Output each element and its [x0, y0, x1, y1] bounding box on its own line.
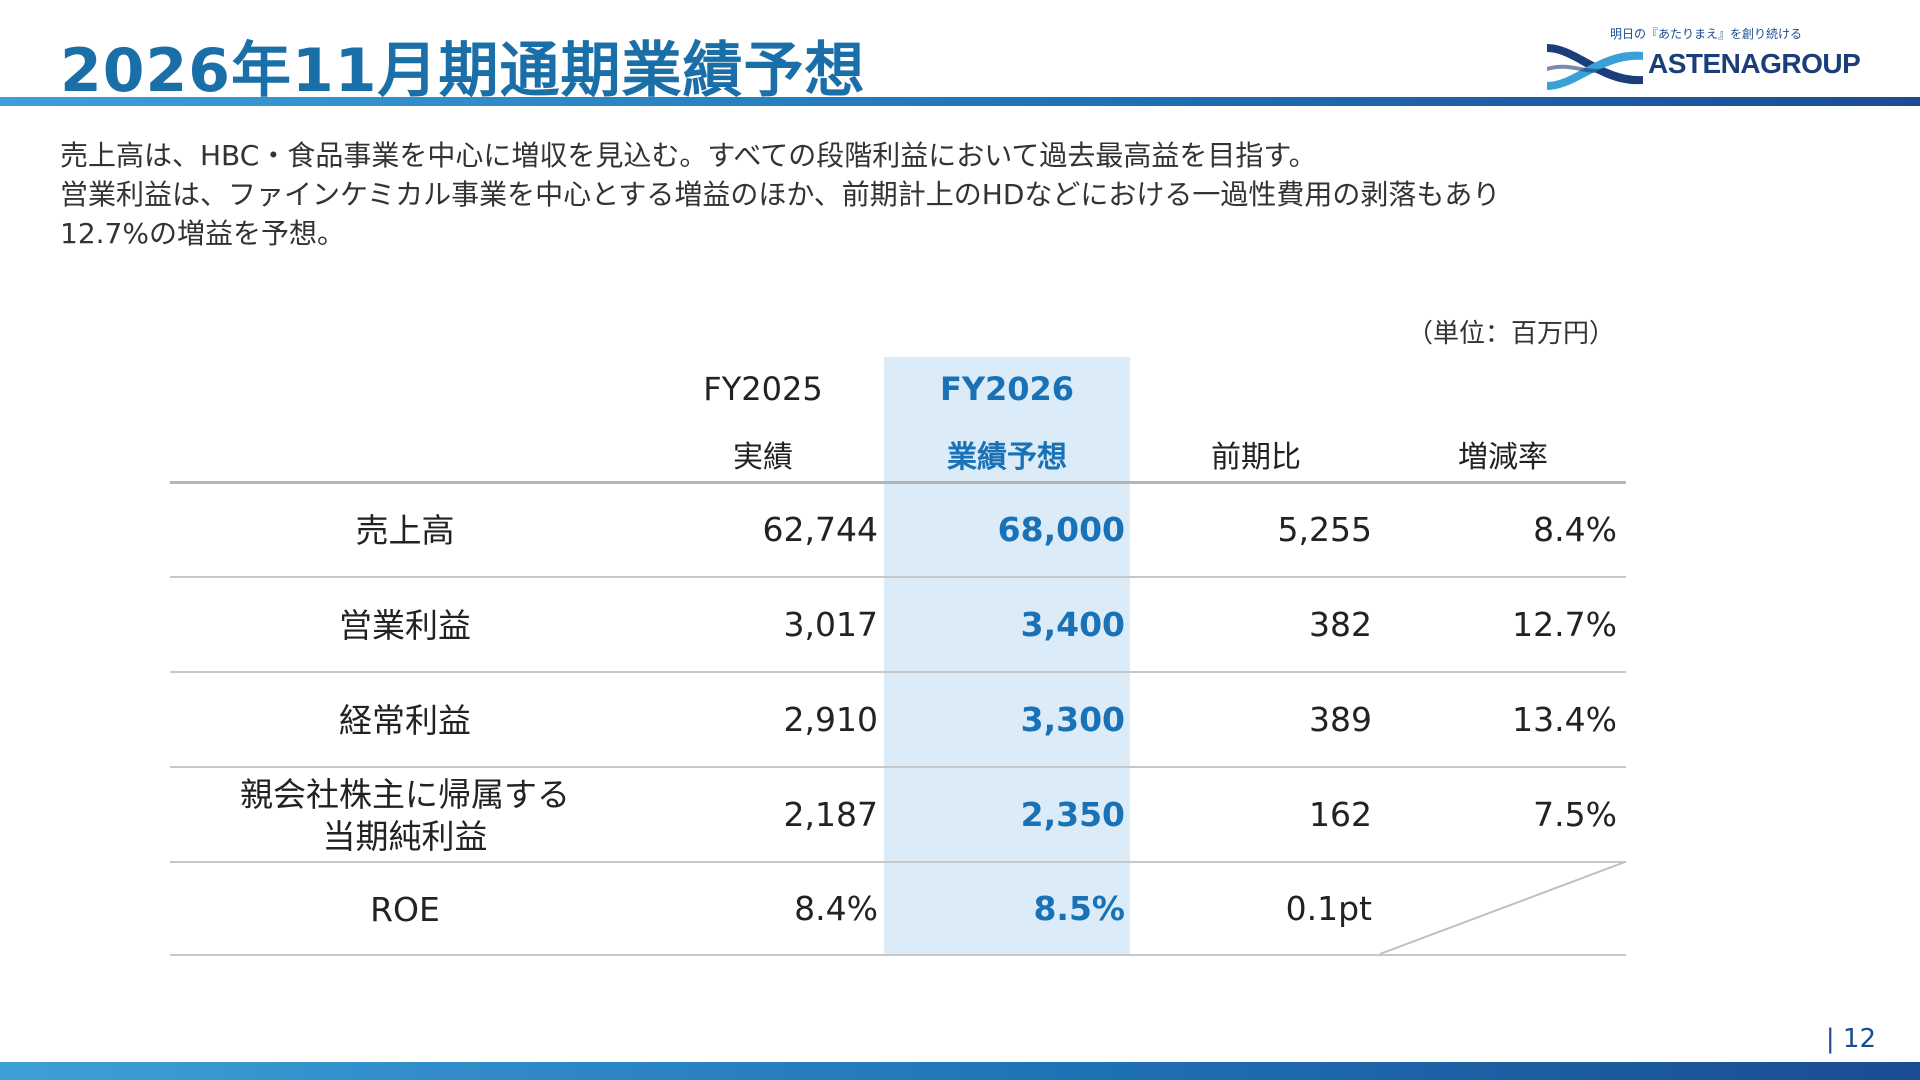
- row-label-operating-profit: 営業利益: [339, 606, 471, 645]
- title-divider: [0, 97, 1920, 106]
- cell-net-income-fy2026: 2,350: [1020, 795, 1125, 834]
- cell-net-income-yoy: 162: [1309, 795, 1372, 834]
- cell-sales-rate: 8.4%: [1533, 510, 1617, 549]
- table-bottom-rule: [170, 954, 1626, 956]
- wave-logo-icon: [1547, 44, 1643, 90]
- forecast-column-highlight: [884, 357, 1130, 955]
- intro-line: 営業利益は、ファインケミカル事業を中心とする増益のほか、前期計上のHDなどにおけ…: [60, 178, 1501, 211]
- row-label-sales: 売上高: [355, 511, 455, 550]
- intro-line: 12.7%の増益を予想。: [60, 217, 345, 250]
- header-rate: 増減率: [1458, 440, 1548, 475]
- intro-text: 売上高は、HBC・食品事業を中心に増収を見込む。すべての段階利益において過去最高…: [60, 136, 1660, 253]
- astena-logo: 明日の『あたりまえ』を創り続ける ASTENAGROUP: [1545, 24, 1875, 94]
- row-label-net-income-line1: 親会社株主に帰属する: [240, 775, 570, 814]
- table-row-rule: [170, 576, 1626, 578]
- cell-operating-fy2026: 3,400: [1020, 605, 1125, 644]
- cell-ordinary-fy2026: 3,300: [1020, 700, 1125, 739]
- not-applicable-diagonal: [1380, 862, 1626, 955]
- header-fy2026: FY2026: [939, 370, 1075, 408]
- table-row-rule: [170, 766, 1626, 768]
- header-yoy: 前期比: [1211, 440, 1301, 475]
- cell-sales-fy2025: 62,744: [762, 510, 878, 549]
- cell-operating-yoy: 382: [1309, 605, 1372, 644]
- row-label-net-income-line2: 当期純利益: [322, 817, 488, 856]
- intro-line: 売上高は、HBC・食品事業を中心に増収を見込む。すべての段階利益において過去最高…: [60, 139, 1317, 172]
- table-header-rule: [170, 481, 1626, 484]
- table-row-rule: [170, 861, 1626, 863]
- cell-ordinary-rate: 13.4%: [1512, 700, 1617, 739]
- cell-roe-fy2025: 8.4%: [794, 889, 878, 928]
- page-number: | 12: [1825, 1024, 1876, 1054]
- cell-ordinary-yoy: 389: [1309, 700, 1372, 739]
- logo-tagline: 明日の『あたりまえ』を創り続ける: [1610, 27, 1803, 41]
- cell-sales-yoy: 5,255: [1277, 510, 1372, 549]
- unit-note: （単位：百万円）: [1406, 319, 1615, 349]
- cell-operating-rate: 12.7%: [1512, 605, 1617, 644]
- header-fy2025-sub: 実績: [733, 440, 793, 475]
- cell-ordinary-fy2025: 2,910: [783, 700, 878, 739]
- slide-title: 2026年11月期通期業績予想: [60, 36, 866, 106]
- row-label-ordinary-profit: 経常利益: [339, 701, 471, 740]
- header-fy2026-sub: 業績予想: [947, 440, 1067, 475]
- cell-roe-yoy: 0.1pt: [1285, 889, 1372, 928]
- cell-roe-fy2026: 8.5%: [1033, 889, 1125, 928]
- logo-wordmark: ASTENAGROUP: [1648, 48, 1861, 79]
- cell-operating-fy2025: 3,017: [783, 605, 878, 644]
- footer-bar: [0, 1062, 1920, 1080]
- cell-net-income-fy2025: 2,187: [783, 795, 878, 834]
- row-label-net-income: 親会社株主に帰属する 当期純利益: [170, 774, 640, 858]
- header-fy2025: FY2025: [703, 370, 823, 408]
- cell-sales-fy2026: 68,000: [997, 510, 1125, 549]
- table-row-rule: [170, 671, 1626, 673]
- cell-net-income-rate: 7.5%: [1533, 795, 1617, 834]
- row-label-roe: ROE: [370, 890, 440, 929]
